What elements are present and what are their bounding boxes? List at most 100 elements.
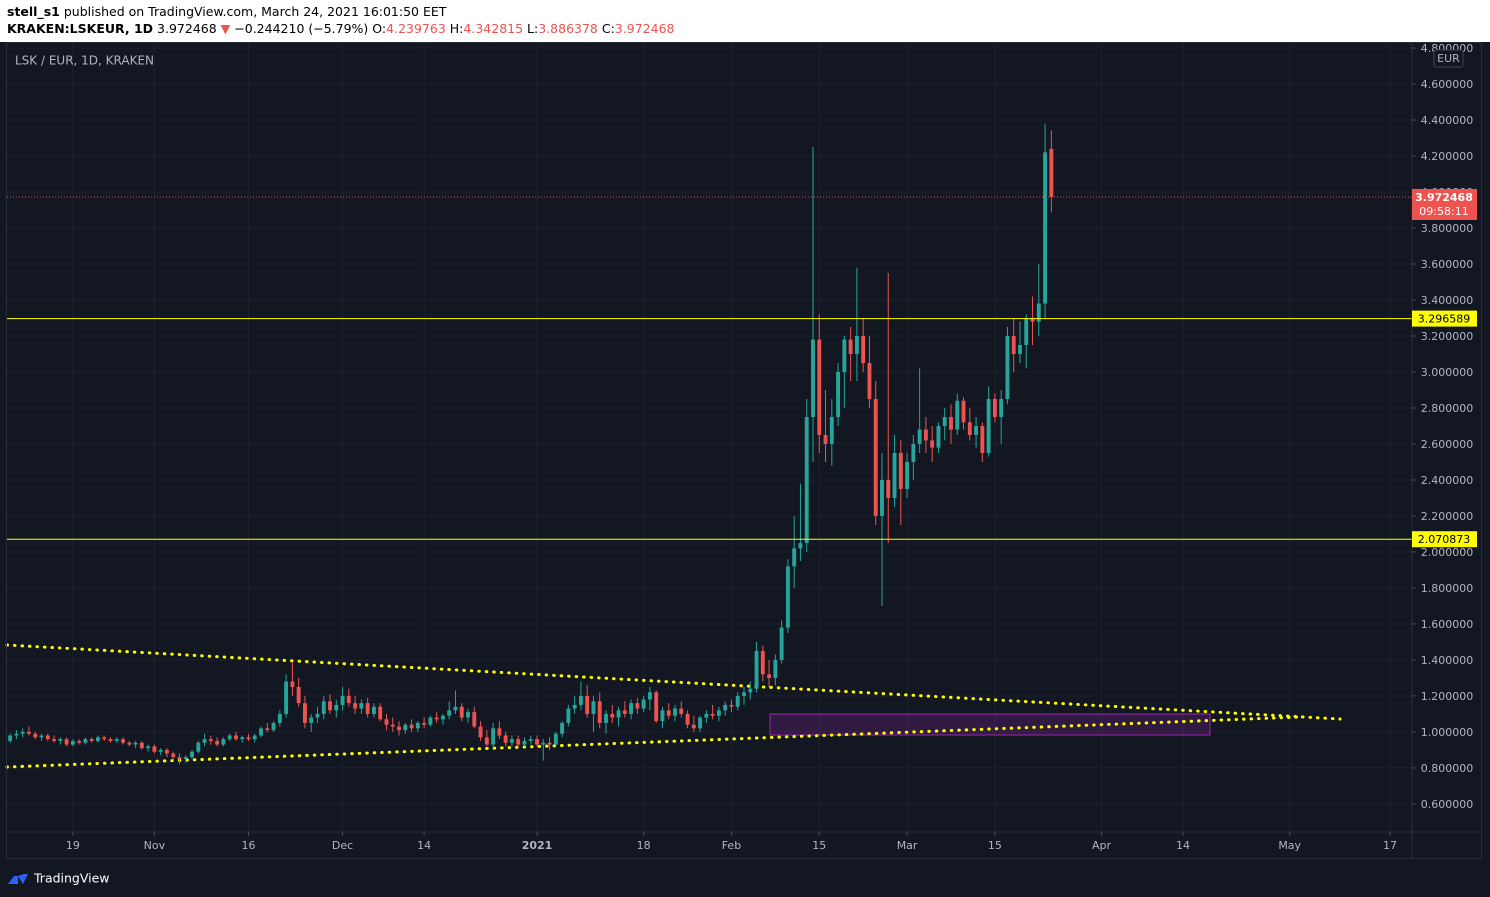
candle-body xyxy=(566,708,571,723)
x-tick-label: 15 xyxy=(988,839,1002,852)
candle-body xyxy=(472,712,477,727)
candle-body xyxy=(604,713,608,723)
candle-body xyxy=(535,739,539,745)
candle-body xyxy=(898,452,903,489)
y-tick-label: 1.800000 xyxy=(1421,582,1474,595)
level-label: 3.296589 xyxy=(1418,313,1471,326)
x-tick-label: Dec xyxy=(332,839,353,852)
ohlc-value: 3.886378 xyxy=(538,21,598,36)
candle-body xyxy=(409,724,414,729)
x-tick-label: 15 xyxy=(812,839,826,852)
candle-body xyxy=(792,548,797,567)
y-tick-label: 0.600000 xyxy=(1421,798,1474,811)
candle-body xyxy=(240,737,245,740)
candle-body xyxy=(585,695,590,714)
candle-body xyxy=(723,704,728,711)
candle-body xyxy=(1043,152,1048,304)
candle-body xyxy=(397,726,401,731)
candle-body xyxy=(974,425,979,435)
candle-body xyxy=(371,706,376,714)
level-label: 2.070873 xyxy=(1418,533,1471,546)
candle-body xyxy=(1024,317,1029,345)
candle-body xyxy=(823,434,828,444)
candle-body xyxy=(296,686,301,704)
y-tick-label: 2.800000 xyxy=(1421,402,1474,415)
candle-body xyxy=(773,659,778,678)
candle-body xyxy=(384,719,389,725)
y-tick-label: 3.000000 xyxy=(1421,366,1474,379)
y-tick-label: 3.600000 xyxy=(1421,258,1474,271)
candle-body xyxy=(259,728,263,736)
candle-body xyxy=(215,740,220,745)
candle-body xyxy=(591,701,596,714)
candle-body xyxy=(767,674,772,678)
y-tick-label: 2.400000 xyxy=(1421,474,1474,487)
candle-body xyxy=(873,398,878,516)
candle-body xyxy=(77,740,82,743)
candle-body xyxy=(58,739,63,741)
candle-body xyxy=(1036,303,1041,322)
logo xyxy=(8,874,28,884)
y-tick-label: 2.600000 xyxy=(1421,438,1474,451)
candle-body xyxy=(811,339,815,417)
candle-body xyxy=(428,717,433,725)
candle-body xyxy=(146,746,151,749)
candle-body xyxy=(930,440,935,448)
y-tick-label: 3.200000 xyxy=(1421,330,1474,343)
x-tick-label: 14 xyxy=(1176,839,1190,852)
candle-body xyxy=(798,542,803,549)
candle-body xyxy=(861,335,866,363)
level-label-bg xyxy=(1412,531,1477,548)
candle-body xyxy=(334,704,339,711)
symbol-line: KRAKEN:LSKEUR, 1D 3.972468 ▼ −0.244210 (… xyxy=(7,21,675,36)
y-tick-label: 3.800000 xyxy=(1421,222,1474,235)
candle-body xyxy=(183,757,188,759)
candle-body xyxy=(127,742,132,745)
candle-body xyxy=(70,740,75,745)
candle-body xyxy=(754,650,759,689)
candle-body xyxy=(484,737,489,745)
level-label-bg xyxy=(1412,310,1477,327)
candle-body xyxy=(491,728,496,745)
candle-body xyxy=(547,742,552,745)
candle-body xyxy=(829,416,834,444)
candle-body xyxy=(14,733,19,736)
footer: TradingView xyxy=(8,871,110,886)
candle-body xyxy=(1030,317,1035,322)
candle-body xyxy=(785,566,790,628)
candle-body xyxy=(647,692,652,700)
candle-body xyxy=(96,737,100,741)
change-arrow: ▼ xyxy=(221,21,231,36)
candle-body xyxy=(961,400,966,423)
y-tick-label: 1.400000 xyxy=(1421,654,1474,667)
y-tick-label: 2.200000 xyxy=(1421,510,1474,523)
candle-body xyxy=(221,739,226,745)
candle-body xyxy=(434,717,439,720)
candle-body xyxy=(340,695,345,705)
candle-body xyxy=(365,703,370,714)
x-tick-label: 17 xyxy=(1383,839,1397,852)
candle-body xyxy=(27,731,31,734)
candle-body xyxy=(804,416,809,543)
x-tick-label: Feb xyxy=(722,839,741,852)
candle-body xyxy=(880,479,884,516)
candle-body xyxy=(121,739,125,743)
candle-body xyxy=(453,706,458,711)
candle-body xyxy=(466,712,470,718)
candle-body xyxy=(704,713,709,718)
y-tick-label: 0.800000 xyxy=(1421,762,1474,775)
candle-body xyxy=(654,692,659,722)
candle-body xyxy=(346,695,351,704)
publish-info: published on TradingView.com, March 24, … xyxy=(64,4,447,19)
candle-body xyxy=(836,371,841,417)
header-bar xyxy=(0,0,1490,42)
candle-body xyxy=(967,422,972,435)
candle-body xyxy=(748,688,753,693)
candle-body xyxy=(208,739,213,741)
candle-body xyxy=(309,717,314,723)
currency-box xyxy=(1433,49,1464,68)
candle-body xyxy=(359,703,364,709)
candle-body xyxy=(666,710,671,716)
candle-body xyxy=(1005,335,1010,399)
legend: LSK / EUR, 1D, KRAKEN xyxy=(15,54,154,68)
